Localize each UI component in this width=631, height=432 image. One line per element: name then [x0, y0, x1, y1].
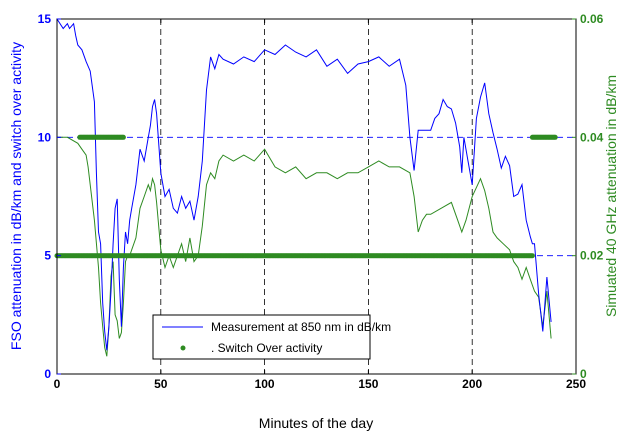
legend-box: [152, 314, 371, 360]
x-axis-label: Minutes of the day: [259, 415, 373, 431]
y-left-tick-label: 0: [44, 367, 51, 381]
plot-frame: [56, 18, 577, 375]
x-tick-label: 0: [54, 377, 61, 391]
legend-label-fso: Measurement at 850 nm in dB/km: [211, 320, 391, 334]
y-right-tick-label: 0.04: [580, 130, 604, 144]
legend-label-switch: . Switch Over activity: [211, 341, 322, 355]
fso-measurement-line: [56, 18, 552, 351]
x-tick-label: 200: [462, 377, 482, 391]
y-right-tick-label: 0.02: [580, 249, 604, 263]
x-tick-label: 50: [154, 377, 168, 391]
series-simulated-40ghz: [57, 136, 552, 357]
y-left-tick-label: 10: [38, 130, 52, 144]
y-axis-label-left: FSO attenuation in dB/km and switch over…: [8, 42, 24, 350]
x-tick-label: 150: [358, 377, 378, 391]
series-fso-measurement: [56, 18, 552, 351]
simulated-40ghz-line: [57, 136, 552, 357]
x-tick-label: 100: [255, 377, 275, 391]
y-left-tick-label: 15: [38, 12, 52, 26]
series-switch-over: [54, 134, 558, 259]
y-left-tick-label: 5: [44, 249, 51, 263]
legend: Measurement at 850 nm in dB/km . Switch …: [152, 314, 391, 360]
switch-over-point: [552, 134, 558, 140]
y-axis-label-right: Simuated 40 GHz attenuation in dB/km: [603, 75, 619, 317]
switch-over-point: [529, 253, 535, 259]
y-right-tick-label: 0: [580, 367, 587, 381]
legend-marker-switch: [180, 345, 186, 351]
x-tick-label: 250: [566, 377, 586, 391]
switch-over-point: [120, 134, 126, 140]
y-right-tick-label: 0.06: [580, 12, 604, 26]
